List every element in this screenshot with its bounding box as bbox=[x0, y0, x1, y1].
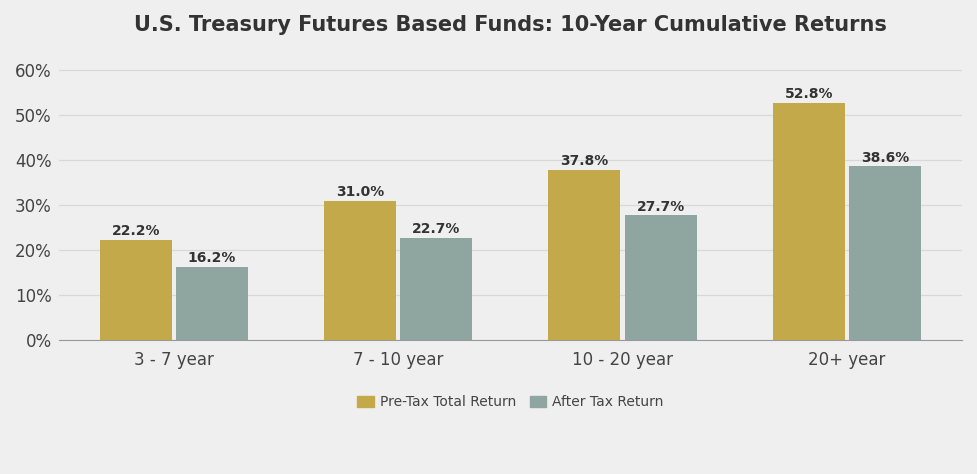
Text: 27.7%: 27.7% bbox=[637, 200, 685, 214]
Bar bbox=[849, 166, 921, 340]
Text: 31.0%: 31.0% bbox=[336, 185, 384, 199]
Legend: Pre-Tax Total Return, After Tax Return: Pre-Tax Total Return, After Tax Return bbox=[352, 390, 669, 415]
Bar bbox=[773, 102, 845, 340]
Bar bbox=[624, 216, 697, 340]
Text: 22.2%: 22.2% bbox=[111, 224, 160, 238]
Bar bbox=[176, 267, 248, 340]
Bar bbox=[548, 170, 620, 340]
Text: 16.2%: 16.2% bbox=[188, 251, 236, 265]
Bar bbox=[401, 238, 472, 340]
Title: U.S. Treasury Futures Based Funds: 10-Year Cumulative Returns: U.S. Treasury Futures Based Funds: 10-Ye… bbox=[134, 15, 887, 35]
Text: 52.8%: 52.8% bbox=[785, 87, 833, 101]
Bar bbox=[324, 201, 396, 340]
Text: 22.7%: 22.7% bbox=[412, 222, 460, 236]
Bar bbox=[100, 240, 172, 340]
Text: 38.6%: 38.6% bbox=[861, 151, 910, 164]
Text: 37.8%: 37.8% bbox=[560, 154, 609, 168]
